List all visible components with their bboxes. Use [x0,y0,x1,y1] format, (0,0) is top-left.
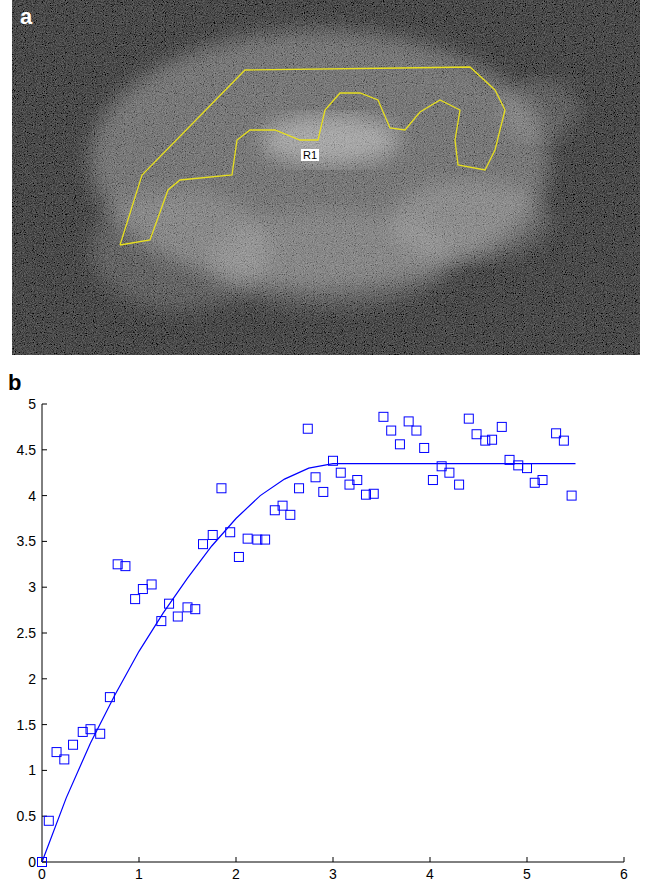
data-point [295,484,304,493]
data-point [538,476,547,485]
data-point [86,725,95,734]
data-point [69,740,78,749]
x-tick [624,857,625,862]
x-tick [527,857,528,862]
data-point [286,510,295,519]
y-tick-label: 2.5 [17,625,37,641]
data-point [311,473,320,482]
y-tick-label: 4 [28,488,36,504]
fit-curve [42,464,576,862]
x-tick-label: 4 [426,866,434,882]
data-point [488,435,497,444]
data-point [514,461,523,470]
data-point [278,501,287,510]
data-point [303,424,312,433]
y-tick-label: 2 [28,671,36,687]
data-point [243,534,252,543]
data-point [234,552,243,561]
data-point [208,530,217,539]
y-tick-label: 0.5 [17,808,37,824]
y-tick [42,633,47,634]
y-tick [42,449,47,450]
panel-label: a [20,4,33,29]
x-tick [333,857,334,862]
data-point [199,540,208,549]
data-point [428,476,437,485]
data-point [173,612,182,621]
data-point [464,414,473,423]
data-point [387,426,396,435]
ultrasound-image [12,0,640,355]
y-tick-label: 3.5 [17,533,37,549]
y-tick-label: 1 [28,762,36,778]
data-point [217,484,226,493]
axes: 0 0.5 1 1.5 2 2.5 3 3.5 4 4.5 5 0 1 2 3 4 5 6 [17,396,629,882]
y-tick [42,495,47,496]
panel-label: b [8,370,21,395]
roi-label-box [301,149,319,161]
y-tick [42,724,47,725]
roi-outline [120,67,505,245]
data-point [60,755,69,764]
y-tick [42,678,47,679]
data-point [191,605,200,614]
data-point [131,595,140,604]
roi-label: R1 [303,149,317,161]
data-point [497,422,506,431]
y-tick [42,404,47,405]
data-point [559,436,568,445]
plot-marks [38,412,577,866]
data-point [336,468,345,477]
data-point [319,487,328,496]
data-point [138,585,147,594]
y-tick-label: 1.5 [17,717,37,733]
data-point [412,426,421,435]
data-point [445,468,454,477]
y-tick-label: 3 [28,579,36,595]
y-tick [42,541,47,542]
y-tick [42,587,47,588]
data-point [404,417,413,426]
data-point [121,562,130,571]
data-point [44,816,53,825]
data-point [379,412,388,421]
data-point [261,535,270,544]
data-point [420,443,429,452]
data-point [369,489,378,498]
x-tick-label: 5 [523,866,531,882]
data-point [472,430,481,439]
speckle [12,0,640,355]
x-tick-label: 2 [232,866,240,882]
roi-label-group: R1 [301,149,319,161]
x-tick [139,857,140,862]
data-point [105,693,114,702]
x-tick [430,857,431,862]
x-tick-label: 1 [135,866,143,882]
data-point [147,580,156,589]
x-tick [236,857,237,862]
figure: R1 a b 0 0.5 1 1.5 2 2.5 3 3.5 4 4.5 5 0 1 2 3 4 5 6 [0,0,647,887]
data-point [455,480,464,489]
y-tick [42,770,47,771]
data-point [523,464,532,473]
data-point [395,440,404,449]
x-tick-label: 6 [620,866,628,882]
y-tick-label: 0 [28,854,36,870]
y-tick-label: 4.5 [17,442,37,458]
x-tick-label: 3 [329,866,337,882]
x-tick-label: 0 [38,866,46,882]
y-tick-label: 5 [28,396,36,412]
data-point [567,491,576,500]
data-point [353,476,362,485]
